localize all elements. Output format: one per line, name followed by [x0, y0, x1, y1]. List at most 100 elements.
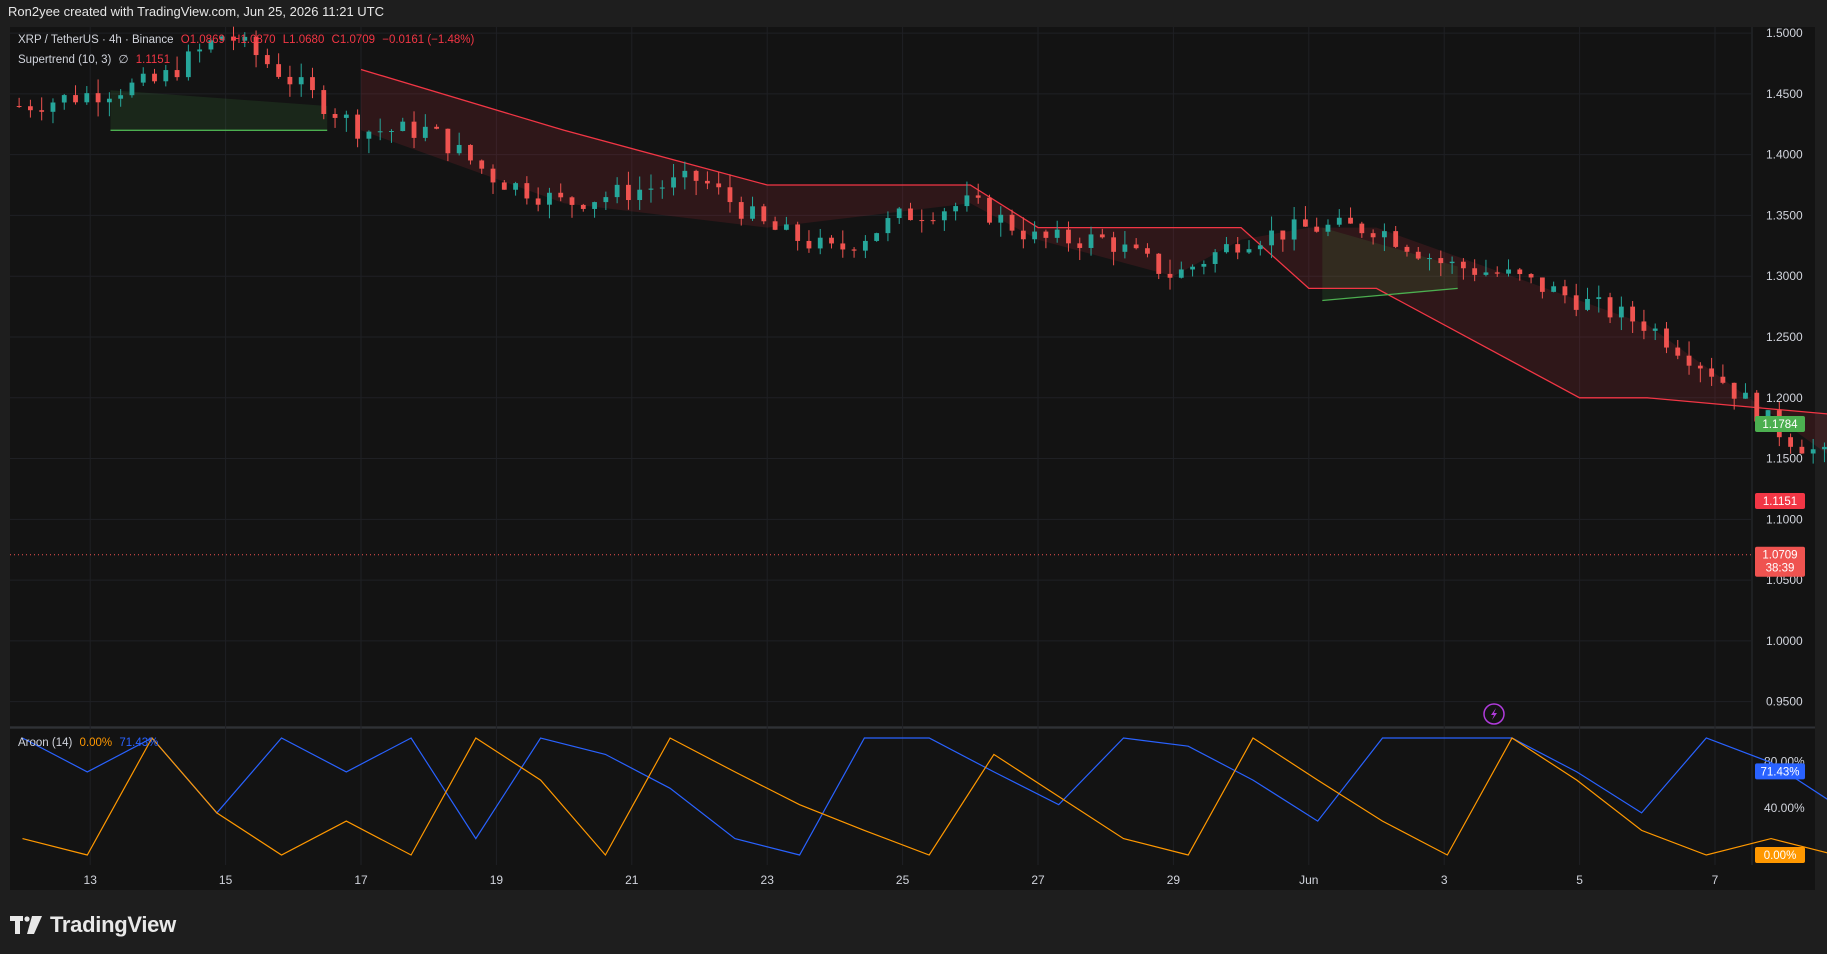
- supertrend-down-line: [360, 68, 1827, 415]
- aroon-name[interactable]: Aroon (14): [18, 737, 73, 749]
- tradingview-logo[interactable]: TradingView: [10, 912, 176, 938]
- price-legend: XRP / TetherUS · 4h · Binance O1.0869 H1…: [18, 34, 478, 46]
- candle-down: [738, 202, 744, 219]
- indicator-name[interactable]: Supertrend (10, 3): [18, 54, 112, 66]
- candle-down: [1788, 437, 1793, 447]
- candle-down: [264, 55, 270, 65]
- time-tick-label: 15: [219, 873, 233, 887]
- candle-down: [580, 204, 586, 209]
- candle-down: [975, 195, 981, 198]
- price-axis: [1752, 27, 1815, 865]
- candle-up: [343, 114, 349, 118]
- alert-icon-bolt: [1491, 708, 1497, 720]
- price-tick-label: 1.5000: [1766, 26, 1803, 40]
- indicator-value: 1.1151: [135, 54, 171, 66]
- candle-up: [298, 77, 304, 85]
- high-value: H1.0870: [232, 34, 276, 46]
- aroon-tick-label: 40.00%: [1764, 801, 1805, 815]
- candle-down: [1799, 446, 1805, 454]
- candle-up: [874, 233, 880, 241]
- candle-down: [1167, 273, 1173, 278]
- candle-down: [1393, 231, 1399, 247]
- candle-down: [558, 192, 564, 198]
- candle-down: [310, 77, 315, 91]
- aroon-down-line: [22, 736, 1827, 857]
- candle-down: [1731, 382, 1737, 399]
- price-tick-label: 1.4000: [1766, 148, 1803, 162]
- candle-up: [862, 240, 868, 251]
- candle-down: [1438, 258, 1444, 264]
- supertrend-legend: Supertrend (10, 3) ∅ 1.1151: [18, 52, 174, 66]
- candle-up: [1269, 230, 1274, 246]
- candle-up: [1032, 231, 1038, 240]
- candle-up: [163, 70, 169, 82]
- candle-down: [1359, 223, 1365, 234]
- candle-down: [174, 70, 180, 78]
- alert-icon: [1483, 703, 1505, 725]
- candle-up: [637, 189, 643, 201]
- price-tick-label: 1.3000: [1766, 269, 1803, 283]
- candle-up: [603, 197, 609, 203]
- price-tick-label: 1.2500: [1766, 330, 1803, 344]
- candle-down: [1709, 368, 1715, 377]
- aroon-badge-up: [1755, 763, 1805, 780]
- candle-up: [547, 192, 552, 205]
- price-tick-label: 1.0000: [1766, 634, 1803, 648]
- time-tick-label: 3: [1441, 873, 1448, 887]
- candle-down: [479, 160, 485, 169]
- candle-down: [930, 220, 936, 222]
- time-tick-label: 27: [1031, 873, 1045, 887]
- candle-up: [1336, 217, 1342, 225]
- candle-up: [1652, 328, 1658, 331]
- price-tick-label: 0.9500: [1766, 695, 1803, 709]
- candle-down: [1043, 231, 1049, 238]
- candle-down: [490, 168, 496, 183]
- candle-up: [118, 95, 124, 99]
- candle-down: [761, 206, 767, 222]
- candle-up: [1246, 249, 1252, 253]
- price-badge-last: [1755, 546, 1805, 577]
- candle-down: [1472, 268, 1478, 275]
- price-tick-label: 1.3500: [1766, 208, 1803, 222]
- low-value: L1.0680: [282, 34, 325, 46]
- candle-down: [253, 36, 259, 56]
- candle-up: [1201, 263, 1207, 267]
- candle-down: [1720, 376, 1726, 383]
- candle-up: [964, 195, 970, 207]
- time-axis: [10, 865, 1815, 890]
- candle-down: [1630, 306, 1636, 322]
- supertrend-up-band: [110, 90, 328, 131]
- candle-down: [434, 126, 439, 129]
- candle-down: [95, 93, 101, 103]
- candle-down: [716, 183, 722, 188]
- price-tick-label: 1.2000: [1766, 391, 1803, 405]
- candle-down: [231, 36, 236, 41]
- candle-down: [1077, 243, 1083, 248]
- candle-down: [1009, 214, 1015, 231]
- candle-down: [332, 113, 338, 118]
- candle-down: [829, 237, 834, 244]
- candle-down: [569, 197, 575, 205]
- time-tick-label: 13: [84, 873, 98, 887]
- time-tick-label: Jun: [1299, 873, 1318, 887]
- price-badge-supertrend-up-text: 1.1784: [1762, 419, 1798, 431]
- candle-up: [885, 218, 891, 234]
- candle-up: [242, 36, 248, 41]
- candle-down: [1133, 244, 1139, 249]
- candle-up: [513, 183, 518, 190]
- candle-up: [1551, 286, 1557, 292]
- candle-down: [772, 221, 778, 230]
- candle-down: [39, 110, 45, 112]
- candle-up: [219, 36, 225, 41]
- symbol-label[interactable]: XRP / TetherUS · 4h · Binance: [18, 34, 174, 46]
- candle-down: [1370, 233, 1376, 238]
- aroon-badge-down: [1755, 847, 1805, 863]
- candle-down: [1235, 244, 1241, 253]
- candle-up: [1506, 269, 1511, 274]
- aroon-badge-down-text: 0.00%: [1764, 850, 1797, 862]
- open-value: O1.0869: [180, 34, 225, 46]
- candle-down: [806, 240, 812, 249]
- price-tick-label: 1.4500: [1766, 87, 1803, 101]
